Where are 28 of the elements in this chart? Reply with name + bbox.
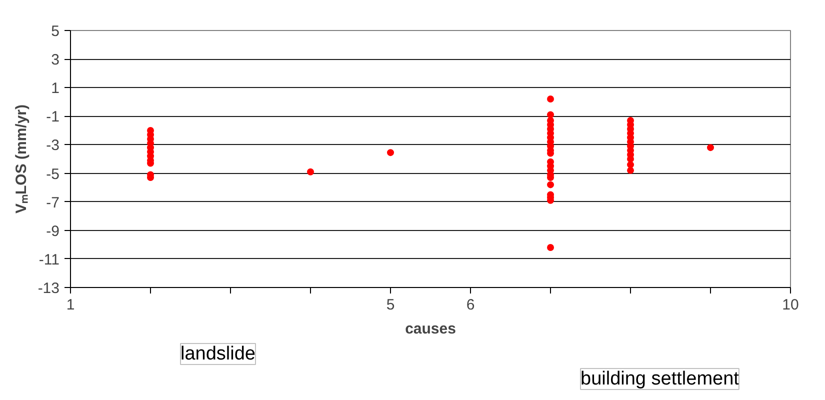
- point: [707, 144, 714, 152]
- x-tick-label: 1: [66, 296, 75, 314]
- y-tick-label: -5: [46, 166, 60, 183]
- point: [307, 168, 314, 176]
- y-tick-label: -13: [38, 280, 60, 297]
- point: [627, 161, 634, 168]
- point: [547, 181, 554, 188]
- y-tick-label: -9: [46, 222, 60, 240]
- point: [627, 156, 634, 162]
- y-tick-label: -1: [46, 108, 60, 126]
- point: [627, 166, 634, 174]
- text: building settlement: [580, 368, 740, 390]
- y-axis-title: VₘLOS (mm/yr): [12, 104, 30, 214]
- point: [387, 149, 394, 156]
- point: [547, 111, 554, 118]
- point: [547, 244, 554, 252]
- x-tick-label: 10: [782, 296, 799, 314]
- point: [547, 96, 554, 103]
- y-tick-label: -11: [38, 251, 60, 268]
- x-tick-label: 6: [466, 296, 475, 314]
- y-tick-label: 1: [51, 80, 60, 98]
- x-tick-label: 5: [386, 296, 395, 314]
- text: landslide: [180, 344, 256, 364]
- y-tick-label: 5: [51, 23, 60, 40]
- y-tick-label: 3: [51, 52, 60, 69]
- y-tick-label: -3: [46, 137, 60, 154]
- y-tick-label: -7: [46, 194, 60, 212]
- x-axis-title: causes: [405, 320, 456, 338]
